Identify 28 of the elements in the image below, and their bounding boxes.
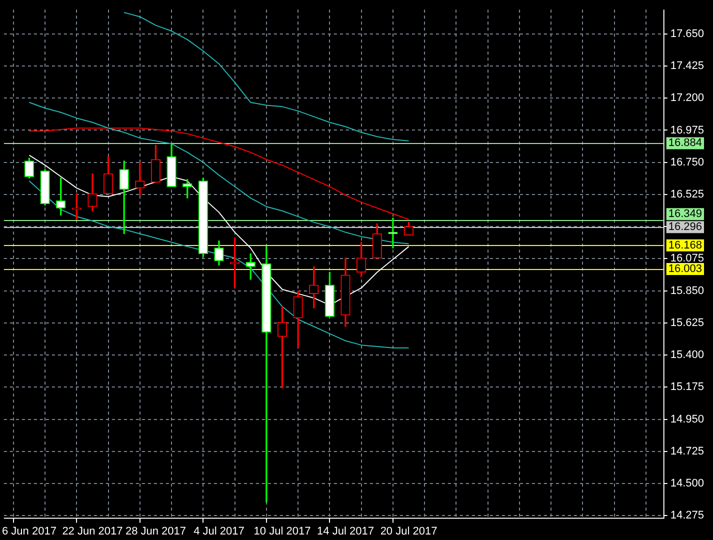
- ref-line-label: 16.168: [668, 239, 702, 252]
- y-tick-label: 14.500: [670, 478, 704, 490]
- ref-line-label: 16.296: [668, 221, 702, 234]
- y-tick-label: 17.425: [670, 60, 704, 72]
- candlestick: [388, 218, 398, 248]
- x-tick-label: 28 Jun 2017: [125, 525, 186, 538]
- y-tick-label: 14.950: [670, 413, 704, 426]
- y-tick-label: 16.075: [670, 252, 704, 265]
- y-tick-label: 17.650: [670, 28, 704, 40]
- x-tick-label: 20 Jul 2017: [380, 525, 438, 538]
- ref-line-label: 16.884: [668, 137, 702, 150]
- y-tick-label: 15.625: [670, 316, 704, 329]
- x-tick-label: 22 Jun 2017: [62, 525, 123, 538]
- y-tick-label: 16.750: [670, 156, 704, 168]
- y-tick-label: 15.400: [670, 349, 704, 362]
- ref-line-label: 16.003: [668, 263, 702, 276]
- y-tick-label: 15.850: [670, 284, 704, 297]
- y-tick-label: 15.175: [670, 381, 704, 394]
- y-tick-label: 16.975: [670, 124, 704, 136]
- x-tick-label: 4 Jul 2017: [194, 525, 244, 538]
- y-tick-label: 14.725: [670, 445, 704, 458]
- x-tick-label: 10 Jul 2017: [254, 525, 311, 538]
- ref-line-label: 16.349: [668, 208, 702, 220]
- x-tick-label: 6 Jun 2017: [2, 525, 56, 538]
- y-tick-label: 16.525: [670, 188, 704, 200]
- y-tick-label: 17.200: [670, 92, 704, 104]
- y-tick-label: 14.275: [670, 510, 704, 522]
- x-tick-label: 14 Jul 2017: [317, 525, 374, 538]
